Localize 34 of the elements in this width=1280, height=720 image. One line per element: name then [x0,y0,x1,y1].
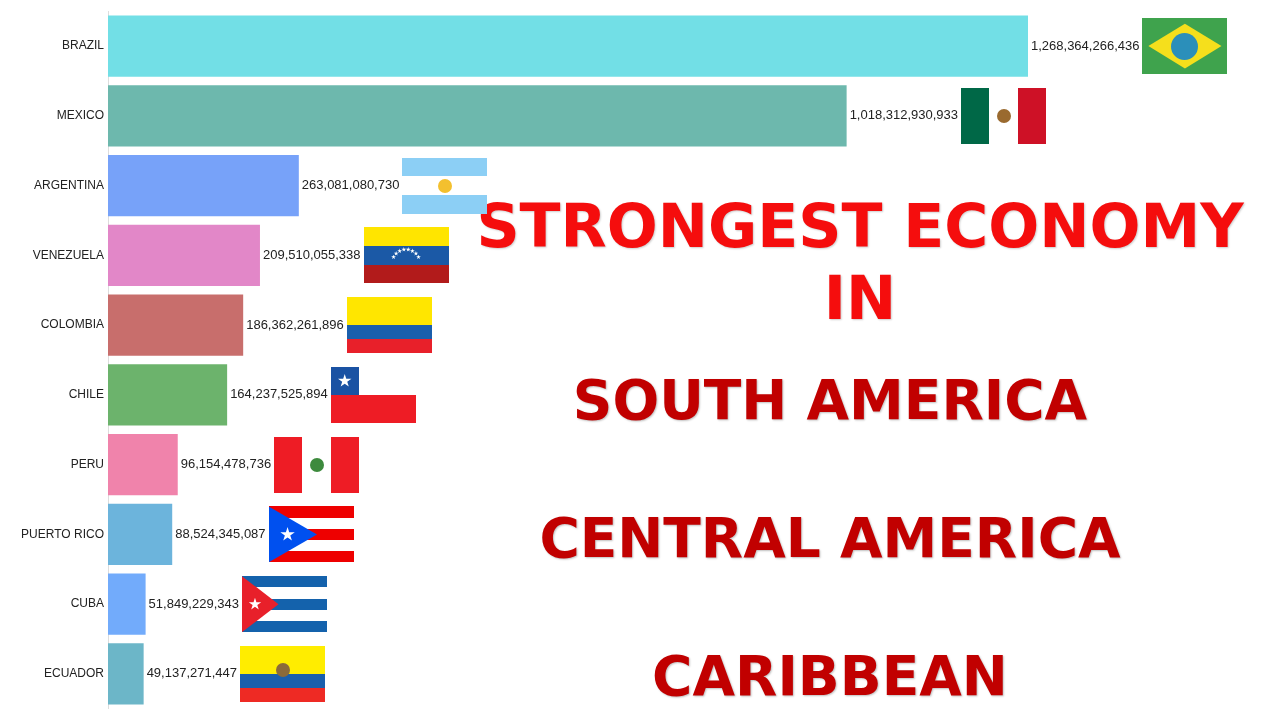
y-tick-label: VENEZUELA [32,247,104,262]
y-tick-label: ECUADOR [43,666,105,681]
annotation: CENTRAL AMERICA [538,506,1122,570]
text: STRONGEST ECONOMY IN [475,190,1245,334]
y-tick-label: CUBA [70,596,104,611]
data-label: 209,510,055,338 [262,246,361,262]
y-tick-label: MEXICO [56,108,104,123]
bar [108,15,1028,77]
annotation: SOUTH AMERICA [571,368,1089,432]
y-tick-label: ARGENTINA [33,177,104,192]
bar [108,573,146,635]
bar [108,85,847,147]
data-label: 186,362,261,896 [246,316,344,332]
bar [108,364,228,426]
data-label: 51,849,229,343 [148,595,239,611]
bar [108,643,144,705]
annotation: CARIBBEAN [651,644,1009,708]
data-label: 164,237,525,894 [230,386,328,402]
y-tick-label: CHILE [68,387,104,402]
y-tick-label: PUERTO RICO [21,526,104,541]
bar [108,434,178,496]
data-label: 49,137,271,447 [146,665,238,681]
y-tick-label: COLOMBIA [40,317,104,332]
data-label: 88,524,345,087 [175,525,266,541]
data-label: 263,081,080,730 [301,177,400,193]
y-tick-label: PERU [70,456,104,471]
bar [108,503,173,565]
bar [108,155,299,217]
data-label: 1,268,364,266,436 [1031,37,1140,53]
y-tick-label: BRAZIL [61,38,105,53]
data-label: 1,018,312,930,933 [849,107,959,123]
bar [108,224,260,286]
bar [108,294,244,356]
data-label: 96,154,478,736 [180,456,272,472]
